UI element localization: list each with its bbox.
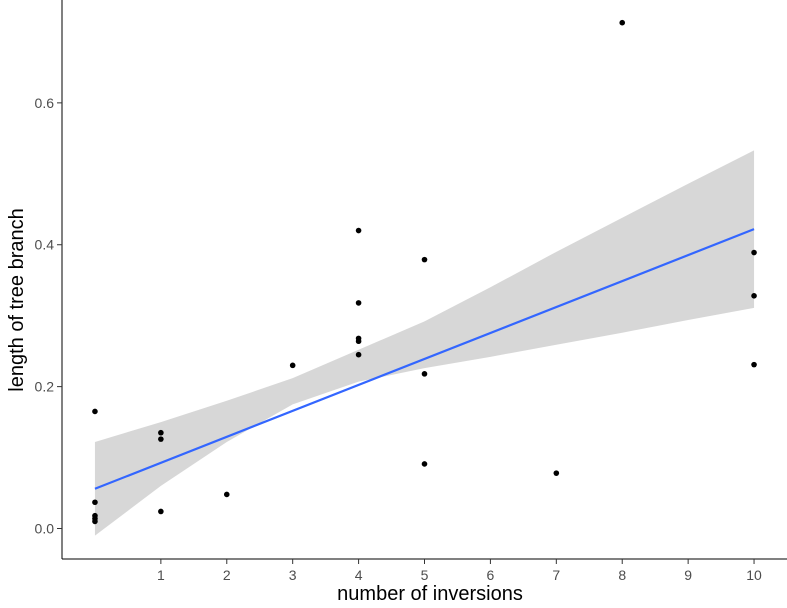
- x-tick-label: 1: [157, 567, 165, 583]
- data-point: [751, 293, 757, 299]
- data-point: [158, 508, 164, 515]
- x-tick-label: 7: [552, 567, 560, 583]
- x-tick-label: 6: [487, 567, 495, 583]
- data-point: [619, 19, 626, 26]
- points-layer: [92, 19, 757, 525]
- data-point: [751, 361, 757, 368]
- y-tick-label: 0.4: [35, 237, 55, 253]
- data-point: [553, 470, 560, 476]
- confidence-band: [94, 150, 755, 536]
- y-ticks-layer: 0.0 0.2 0.4 0.6: [35, 95, 62, 536]
- data-point: [92, 499, 98, 506]
- data-point: [355, 300, 362, 306]
- data-point: [289, 362, 296, 369]
- x-tick-label: 8: [618, 567, 626, 583]
- x-tick-label: 10: [746, 567, 762, 583]
- data-point: [92, 518, 98, 525]
- data-point: [421, 461, 428, 467]
- data-point: [355, 338, 362, 345]
- data-point: [92, 408, 98, 415]
- y-tick-label: 0.2: [35, 379, 55, 395]
- data-point: [223, 491, 230, 498]
- x-axis-title: number of inversions: [337, 583, 523, 605]
- x-tick-label: 3: [289, 567, 297, 583]
- data-point: [158, 429, 164, 436]
- x-tick-label: 4: [355, 567, 363, 583]
- x-tick-label: 9: [684, 567, 692, 583]
- y-axis-title: length of tree branch: [6, 208, 28, 391]
- data-point: [751, 249, 757, 256]
- data-point: [355, 227, 362, 234]
- data-point: [421, 371, 428, 377]
- data-point: [355, 351, 362, 358]
- data-point: [421, 256, 428, 263]
- data-point: [158, 436, 164, 442]
- y-tick-label: 0.6: [35, 95, 55, 111]
- x-ticks-layer: 1 2 3 4 5 6 7 8 9 10: [157, 559, 762, 583]
- y-tick-label: 0.0: [35, 520, 55, 536]
- x-tick-label: 5: [421, 567, 429, 583]
- confidence-band-layer: [94, 150, 755, 536]
- fit-line-layer: [94, 228, 755, 490]
- fit-line: [94, 228, 755, 490]
- x-tick-label: 2: [223, 567, 231, 583]
